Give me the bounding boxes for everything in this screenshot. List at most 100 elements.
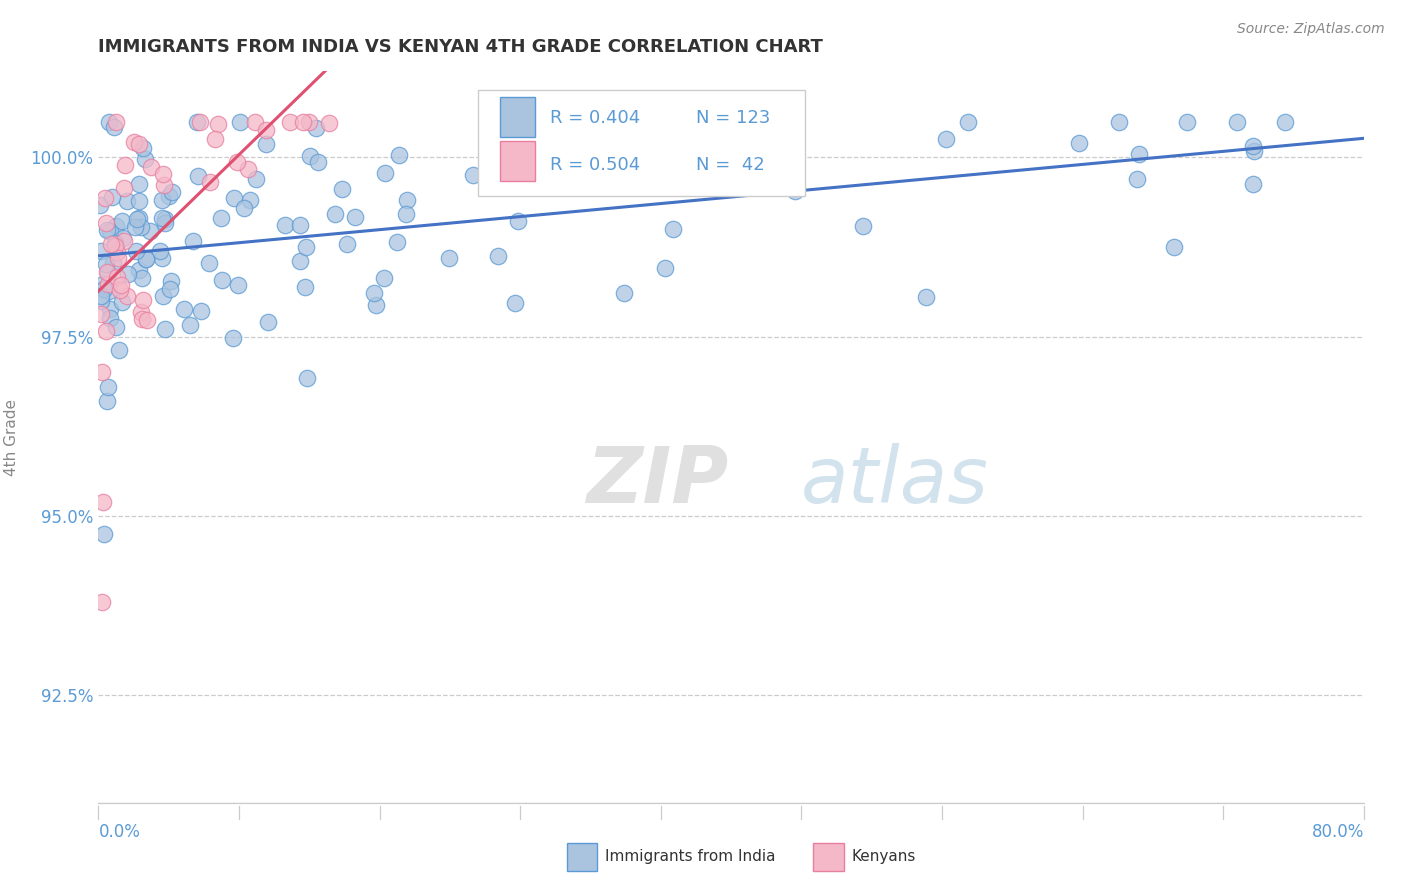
Point [1243,145,1265,159]
Point [105,219,128,233]
Point [236,162,259,177]
Point [645,164,668,178]
Point [288,254,311,268]
Point [198,175,221,189]
Point [159,281,181,295]
Point [957,114,980,128]
Text: N =  42: N = 42 [696,156,765,175]
Point [374,166,396,180]
Point [90,244,112,258]
Point [394,206,416,220]
Point [239,194,262,208]
Point [486,249,509,263]
Point [129,220,152,235]
Point [101,256,124,270]
Point [97,284,120,298]
Point [299,149,322,163]
Point [187,169,209,184]
Text: Source: ZipAtlas.com: Source: ZipAtlas.com [1237,22,1385,37]
Bar [813,843,844,871]
Text: R = 0.504: R = 0.504 [550,156,640,175]
Point [152,193,174,207]
Point [132,141,155,155]
Point [94,191,117,205]
Point [124,220,146,235]
Point [122,135,145,149]
Point [108,283,131,297]
Point [292,114,315,128]
Point [107,343,129,357]
Text: atlas: atlas [801,443,988,519]
Point [136,313,159,327]
Point [101,190,124,204]
Point [330,182,353,196]
Point [107,251,129,265]
Point [508,214,530,228]
Point [254,136,277,151]
Point [111,214,134,228]
Point [90,289,112,303]
Bar [499,97,534,137]
Text: R = 0.404: R = 0.404 [550,109,640,127]
Point [131,312,153,326]
Point [256,315,278,329]
Point [209,211,232,226]
Point [662,221,685,235]
Point [305,120,328,135]
Point [1274,114,1296,128]
Point [439,251,461,265]
Point [132,293,155,307]
Point [152,288,174,302]
Point [225,155,247,169]
Point [134,153,156,167]
Point [98,310,121,325]
Point [318,116,340,130]
Point [160,185,183,199]
Point [128,136,150,151]
Point [111,294,134,309]
Point [105,114,128,128]
Text: 80.0%: 80.0% [1312,823,1364,841]
Text: Immigrants from India: Immigrants from India [605,848,775,863]
Point [1226,114,1249,128]
Point [96,394,118,409]
Point [97,266,120,280]
Text: IMMIGRANTS FROM INDIA VS KENYAN 4TH GRADE CORRELATION CHART: IMMIGRANTS FROM INDIA VS KENYAN 4TH GRAD… [98,38,824,56]
Point [1126,171,1149,186]
Point [173,301,195,316]
Point [295,240,318,254]
Point [128,177,150,191]
Point [152,178,174,192]
Point [852,219,875,234]
Point [90,307,112,321]
Point [98,301,121,316]
Point [222,191,245,205]
Point [89,198,111,212]
Point [97,277,120,291]
FancyBboxPatch shape [478,90,804,195]
Point [138,224,160,238]
Point [112,180,135,194]
Point [96,265,118,279]
Point [190,114,212,128]
Bar [567,843,598,871]
Point [1163,240,1185,254]
Point [1108,114,1130,128]
Point [112,234,135,248]
Point [1241,178,1264,192]
Point [155,212,177,227]
Point [186,114,208,128]
Point [204,131,226,145]
Point [520,160,543,174]
Point [94,256,117,270]
Point [128,263,150,277]
Point [254,123,277,137]
Point [385,235,408,249]
Point [124,244,146,258]
Point [278,114,301,128]
Point [135,252,157,266]
Text: N = 123: N = 123 [696,109,770,127]
Point [91,277,114,291]
Point [157,188,180,202]
Point [654,260,676,275]
